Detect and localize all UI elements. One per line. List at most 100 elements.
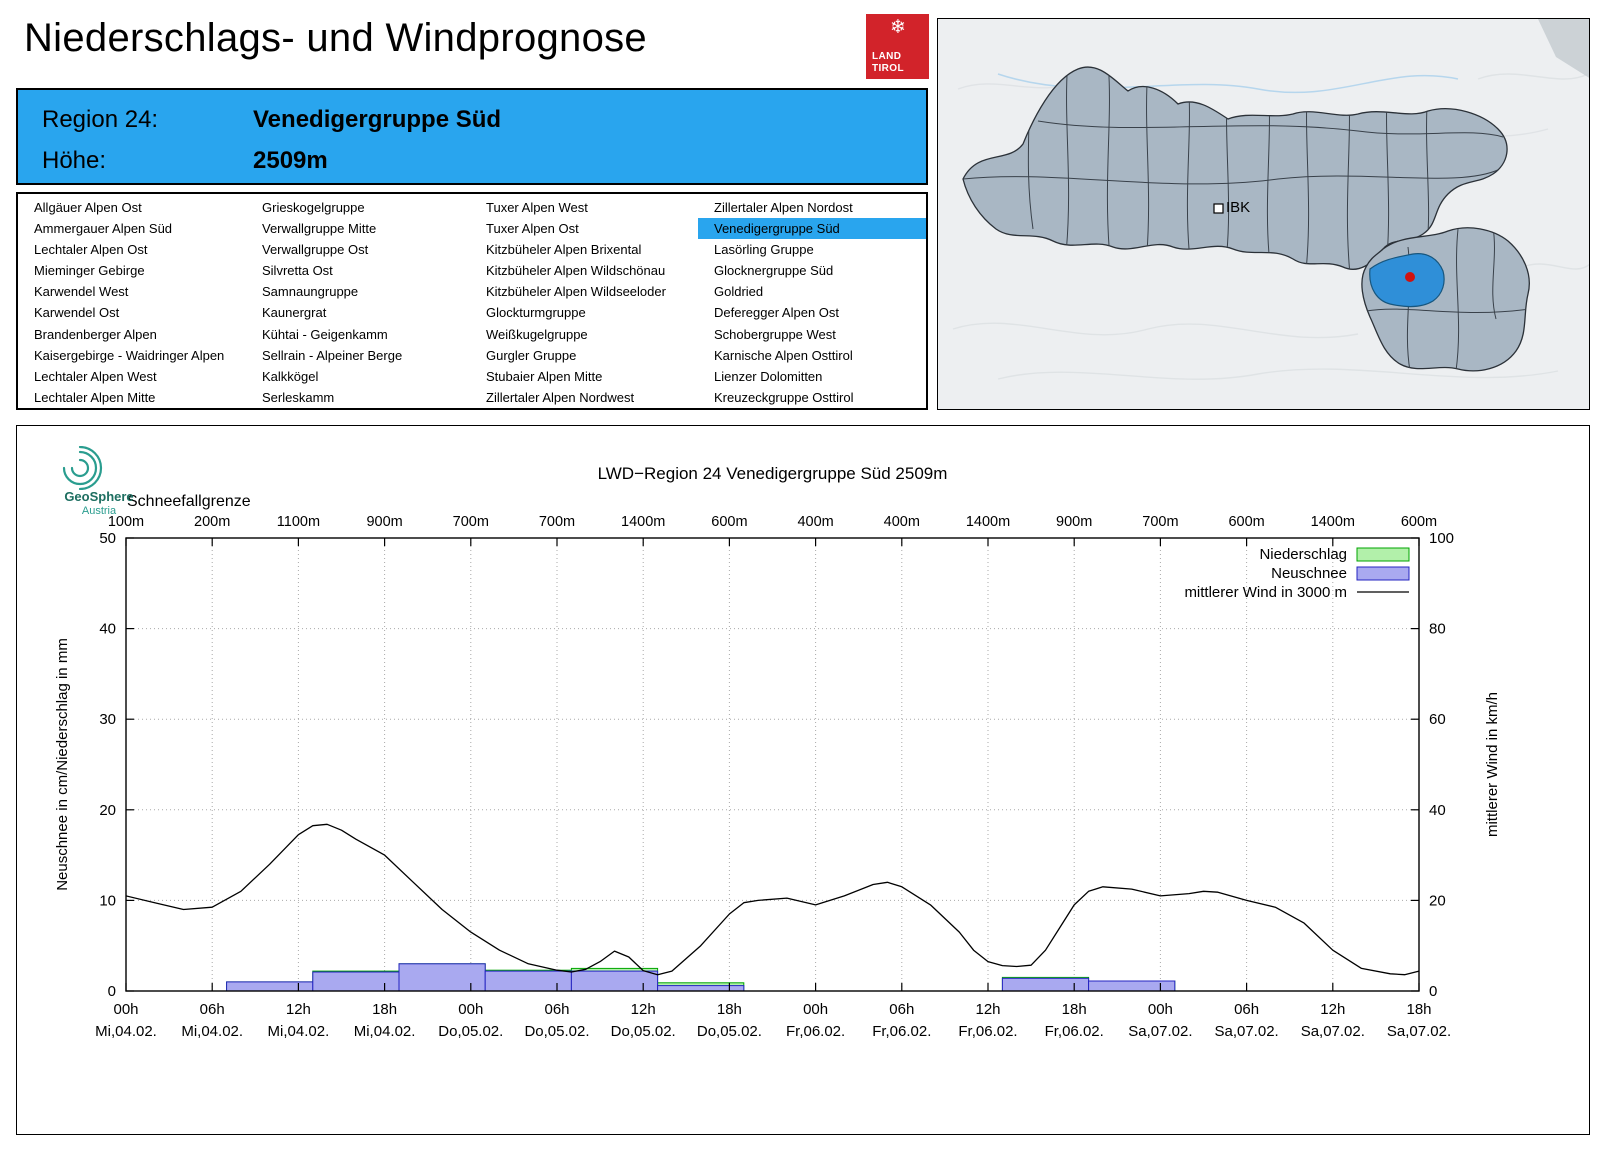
region-list-item[interactable]: Ammergauer Alpen Süd — [34, 221, 173, 237]
region-list-item[interactable]: Kalkkögel — [262, 368, 319, 384]
svg-text:18h: 18h — [1062, 1001, 1087, 1018]
region-list-item[interactable]: Mieminger Gebirge — [34, 263, 145, 279]
land-tirol-logo: ❄ LAND TIROL — [866, 14, 929, 79]
svg-text:12h: 12h — [1320, 1001, 1345, 1018]
region-list-column: Zillertaler Alpen Nordost Venedigergruppe… — [698, 197, 926, 408]
svg-text:700m: 700m — [539, 514, 575, 530]
region-list-item[interactable]: Sellrain - Alpeiner Berge — [262, 347, 403, 363]
altitude-value: 2509m — [253, 146, 328, 174]
svg-text:400m: 400m — [884, 514, 920, 530]
region-list-item[interactable]: Kitzbüheler Alpen Wildseeloder — [486, 284, 666, 300]
region-list-item[interactable]: Kitzbüheler Alpen Brixental — [486, 242, 642, 258]
tirol-map[interactable]: IBK — [938, 19, 1590, 410]
region-list-column: Grieskogelgruppe Verwallgruppe Mitte Verwa… — [246, 197, 470, 408]
svg-text:20: 20 — [1429, 892, 1446, 909]
region-list-item[interactable]: Gurgler Gruppe — [486, 347, 577, 363]
altitude-label: Höhe: — [42, 146, 107, 174]
schneefallgrenze-label: Schneefallgrenze — [127, 493, 251, 510]
region-list-item[interactable]: Kaisergebirge - Waidringer Alpen — [34, 347, 225, 363]
region-list-item[interactable]: Lechtaler Alpen Mitte — [34, 389, 156, 405]
region-list-item-selected[interactable]: Venedigergruppe Süd — [698, 218, 926, 240]
region-list-item[interactable]: Serleskamm — [262, 389, 335, 405]
region-list-item[interactable]: Schobergruppe West — [714, 326, 836, 342]
region-list-item[interactable]: Kitzbüheler Alpen Wildschönau — [486, 263, 666, 279]
svg-text:06h: 06h — [889, 1001, 914, 1018]
ibk-marker — [1213, 203, 1224, 214]
svg-text:Sa,07.02.: Sa,07.02. — [1214, 1023, 1278, 1040]
svg-text:18h: 18h — [1406, 1001, 1431, 1018]
geosphere-logo: GeoSphere Austria — [51, 446, 147, 518]
region-list-item[interactable]: Zillertaler Alpen Nordost — [714, 200, 853, 215]
svg-text:Neuschnee: Neuschnee — [1271, 565, 1347, 582]
svg-text:00h: 00h — [113, 1001, 138, 1018]
right-axis-title: mittlerer Wind in km/h — [1484, 692, 1501, 837]
svg-text:200m: 200m — [194, 514, 230, 530]
region-list-item[interactable]: Tuxer Alpen Ost — [486, 221, 579, 237]
ibk-label: IBK — [1226, 199, 1250, 216]
chart-legend: Niederschlag Neuschnee mittlerer Wind in 3… — [1184, 546, 1410, 601]
geosphere-brand: GeoSphere — [64, 489, 134, 504]
region-list-item[interactable]: Samnaungruppe — [262, 284, 359, 300]
region-list-item[interactable]: Kühtai - Geigenkamm — [262, 326, 388, 342]
region-list-item[interactable]: Lechtaler Alpen West — [34, 368, 157, 384]
station-marker — [1405, 272, 1415, 282]
svg-text:06h: 06h — [1234, 1001, 1259, 1018]
neuschnee-bars — [226, 963, 1176, 992]
region-list-item[interactable]: Lechtaler Alpen Ost — [34, 242, 148, 258]
page-title: Niederschlags- und Windprognose — [24, 16, 647, 60]
svg-text:100m: 100m — [108, 514, 144, 530]
svg-text:0: 0 — [108, 983, 116, 1000]
svg-text:12h: 12h — [975, 1001, 1000, 1018]
svg-text:Sa,07.02.: Sa,07.02. — [1128, 1023, 1192, 1040]
svg-text:Fr,06.02.: Fr,06.02. — [958, 1023, 1017, 1040]
region-list-item[interactable]: Deferegger Alpen Ost — [714, 305, 840, 321]
svg-text:Mi,04.02.: Mi,04.02. — [95, 1023, 157, 1040]
region-list-item[interactable]: Weißkugelgruppe — [486, 326, 588, 342]
x-tick-labels: 00h Mi,04.02. 06h Mi,04.02. 12h Mi,04.02. 18h M… — [95, 1001, 1451, 1040]
svg-text:Mi,04.02.: Mi,04.02. — [268, 1023, 330, 1040]
region-list-item[interactable]: Allgäuer Alpen Ost — [34, 200, 142, 215]
region-header: Region 24: Venedigergruppe Süd Höhe: 250… — [16, 88, 928, 185]
region-list-item[interactable]: Karwendel Ost — [34, 305, 120, 321]
region-list-item[interactable]: Brandenberger Alpen — [34, 326, 157, 342]
region-list-item[interactable]: Glockturmgruppe — [486, 305, 586, 321]
region-list-item[interactable]: Lienzer Dolomitten — [714, 368, 823, 384]
region-list: Allgäuer Alpen Ost Ammergauer Alpen Süd Le… — [16, 192, 928, 410]
svg-text:1400m: 1400m — [966, 514, 1010, 530]
region-list-item[interactable]: Stubaier Alpen Mitte — [486, 368, 603, 384]
svg-text:18h: 18h — [717, 1001, 742, 1018]
svg-text:1400m: 1400m — [1311, 514, 1355, 530]
region-list-item[interactable]: Karnische Alpen Osttirol — [714, 347, 853, 363]
region-value: Venedigergruppe Süd — [253, 105, 502, 133]
region-list-item[interactable]: Silvretta Ost — [262, 263, 333, 279]
svg-text:00h: 00h — [803, 1001, 828, 1018]
region-list-item[interactable]: Karwendel West — [34, 284, 129, 300]
region-list-column: Allgäuer Alpen Ost Ammergauer Alpen Süd Le… — [18, 197, 246, 408]
svg-text:50: 50 — [99, 530, 116, 547]
region-list-item[interactable]: Lasörling Gruppe — [714, 242, 814, 258]
svg-text:600m: 600m — [1401, 514, 1437, 530]
region-list-item[interactable]: Zillertaler Alpen Nordwest — [486, 389, 635, 405]
svg-text:10: 10 — [99, 892, 116, 909]
svg-text:1400m: 1400m — [621, 514, 665, 530]
geosphere-swirl-icon — [62, 446, 103, 490]
svg-text:80: 80 — [1429, 621, 1446, 638]
north-tirol-shape[interactable] — [962, 66, 1508, 270]
region-list-item[interactable]: Kreuzeckgruppe Osttirol — [714, 389, 854, 405]
region-list-item[interactable]: Verwallgruppe Ost — [262, 242, 369, 258]
axis-ticks — [125, 537, 1420, 992]
region-list-item[interactable]: Kaunergrat — [262, 305, 327, 321]
region-list-item[interactable]: Goldried — [714, 284, 764, 300]
region-label: Region 24: — [42, 105, 159, 133]
svg-text:Fr,06.02.: Fr,06.02. — [872, 1023, 931, 1040]
tirol-map-panel[interactable]: IBK — [937, 18, 1590, 410]
svg-text:400m: 400m — [797, 514, 833, 530]
right-tick-labels: 0 20 40 60 80 100 — [1429, 530, 1454, 1000]
svg-text:Do,05.02.: Do,05.02. — [438, 1023, 503, 1040]
region-list-item[interactable]: Verwallgruppe Mitte — [262, 221, 377, 237]
svg-text:00h: 00h — [458, 1001, 483, 1018]
region-list-item[interactable]: Grieskogelgruppe — [262, 200, 365, 215]
region-list-item[interactable]: Glocknergruppe Süd — [714, 263, 834, 279]
region-list-item[interactable]: Tuxer Alpen West — [486, 200, 588, 215]
svg-text:900m: 900m — [1056, 514, 1092, 530]
